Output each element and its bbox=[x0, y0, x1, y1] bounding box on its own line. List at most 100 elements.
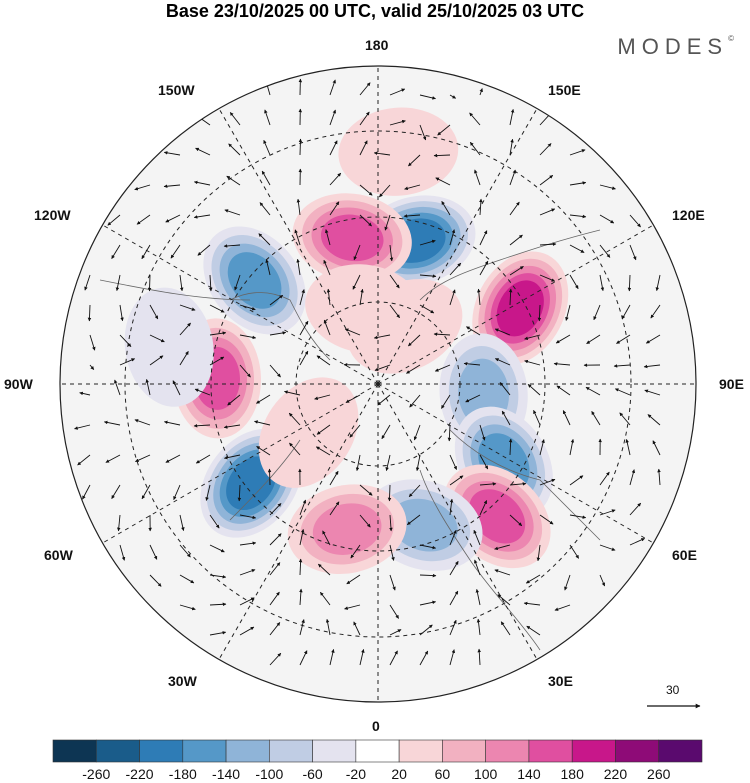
wind-vector bbox=[269, 562, 281, 576]
wind-vector bbox=[419, 650, 429, 666]
wind-vector bbox=[149, 544, 158, 560]
wind-vector bbox=[239, 541, 257, 546]
wind-vector bbox=[149, 355, 164, 366]
wind-vector bbox=[136, 214, 151, 225]
wind-vector bbox=[509, 234, 523, 246]
wind-vector bbox=[141, 244, 151, 260]
wind-vector bbox=[647, 414, 661, 426]
wind-vector bbox=[265, 259, 271, 276]
wind-vector bbox=[165, 454, 181, 463]
wind-vector bbox=[172, 380, 181, 396]
wind-vector bbox=[264, 109, 271, 126]
wind-vector bbox=[465, 394, 481, 403]
wind-vector bbox=[324, 229, 331, 246]
wind-vector bbox=[326, 288, 331, 306]
wind-vector bbox=[569, 149, 586, 156]
wind-vector bbox=[105, 454, 121, 463]
wind-vector bbox=[389, 604, 399, 619]
lon-label-30w: 30W bbox=[168, 673, 197, 689]
wind-vector bbox=[179, 351, 189, 366]
wind-vector bbox=[629, 214, 641, 228]
colorbar-tick-label: -220 bbox=[125, 766, 154, 782]
wind-vector bbox=[261, 170, 271, 186]
wind-vector bbox=[209, 544, 225, 553]
colorbar-swatch-11 bbox=[528, 739, 573, 763]
colorbar-tick-label: 140 bbox=[517, 766, 541, 782]
meridians bbox=[60, 66, 696, 702]
wind-vector bbox=[269, 533, 282, 546]
wind-vector bbox=[565, 304, 571, 321]
wind-vector bbox=[463, 361, 481, 366]
wind-vector bbox=[419, 600, 437, 606]
wind-vector bbox=[437, 124, 451, 136]
wind-vector bbox=[107, 214, 121, 226]
wind-vector bbox=[288, 412, 301, 426]
wind-vector bbox=[477, 288, 481, 306]
wind-vector bbox=[77, 454, 91, 466]
wind-vector bbox=[389, 274, 400, 289]
colorbar-tick-label: 60 bbox=[434, 766, 451, 782]
wind-vector bbox=[229, 112, 241, 126]
wind-vector bbox=[299, 588, 303, 606]
wind-vector bbox=[419, 544, 437, 550]
wind-vector bbox=[165, 214, 181, 223]
wind-vector bbox=[147, 274, 152, 292]
wind-vector bbox=[389, 119, 406, 126]
colorbar-tick-label: -20 bbox=[345, 766, 366, 782]
wind-vector bbox=[227, 394, 241, 406]
wind-vector bbox=[413, 424, 421, 441]
wind-vector bbox=[269, 652, 282, 666]
wind-vector bbox=[269, 503, 282, 516]
wind-vector bbox=[381, 424, 391, 440]
wind-vector bbox=[449, 590, 459, 606]
wind-vector bbox=[323, 259, 331, 276]
wind-vector bbox=[385, 454, 391, 471]
wind-vector bbox=[599, 184, 616, 190]
wind-vector bbox=[569, 214, 587, 219]
anomaly-center-14 bbox=[124, 287, 214, 407]
wind-vector bbox=[379, 184, 391, 198]
wind-vector bbox=[599, 274, 605, 292]
wind-vector bbox=[329, 501, 340, 516]
wind-vector bbox=[645, 334, 661, 344]
wind-vector bbox=[419, 304, 435, 314]
colorbar-swatch-3 bbox=[182, 739, 227, 763]
lon-label-120w: 120W bbox=[34, 207, 71, 223]
wind-vector bbox=[329, 79, 336, 96]
wind-vector bbox=[435, 177, 451, 186]
wind-vector bbox=[479, 260, 489, 276]
wind-vector bbox=[89, 364, 95, 370]
colorbar-swatch-8 bbox=[398, 739, 443, 763]
wind-vector bbox=[415, 454, 421, 472]
wind-vector bbox=[135, 454, 151, 462]
lon-label-60w: 60W bbox=[44, 547, 73, 563]
wind-vector bbox=[115, 274, 121, 292]
wind-vector bbox=[195, 147, 211, 156]
wind-vector bbox=[164, 420, 181, 426]
wind-vector bbox=[409, 394, 421, 408]
wind-vector bbox=[599, 509, 616, 516]
wind-vector bbox=[209, 631, 227, 636]
wind-vector bbox=[359, 214, 372, 227]
wind-vector bbox=[258, 233, 271, 246]
wind-vector bbox=[479, 500, 488, 516]
wind-vector bbox=[374, 364, 391, 372]
colorbar-swatch-12 bbox=[571, 739, 616, 763]
wind-vector bbox=[389, 574, 396, 591]
wind-vector bbox=[359, 140, 368, 156]
wind-vector bbox=[537, 304, 542, 322]
wind-vector bbox=[599, 214, 615, 224]
wind-vector bbox=[599, 544, 616, 551]
wind-vector bbox=[134, 184, 151, 191]
wind-vector bbox=[643, 364, 661, 369]
wind-vector bbox=[194, 388, 211, 396]
wind-vector bbox=[239, 304, 256, 311]
lon-label-150w: 150W bbox=[158, 82, 195, 98]
wind-vector bbox=[239, 626, 255, 636]
wind-vector bbox=[449, 475, 464, 486]
wind-vector bbox=[441, 201, 451, 216]
wind-vector bbox=[469, 112, 481, 126]
map-title: Base 23/10/2025 00 UTC, valid 25/10/2025… bbox=[165, 1, 585, 21]
wind-vector bbox=[599, 244, 611, 258]
colorbar-tick-label: -140 bbox=[212, 766, 241, 782]
